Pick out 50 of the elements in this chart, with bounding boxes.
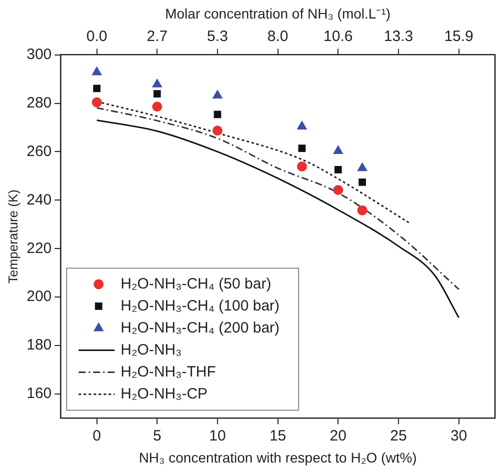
point (92, 66, 102, 76)
point (153, 90, 161, 98)
x2-tick-label: 8.0 (267, 28, 288, 45)
x2-tick-label: 15.9 (444, 28, 474, 45)
x2-tick-label: 0.0 (86, 28, 108, 45)
x-tick-label: 30 (450, 427, 468, 444)
y-tick-label: 240 (26, 191, 52, 208)
point (334, 166, 342, 174)
y-tick-label: 260 (26, 142, 52, 160)
x2-axis-title: Molar concentration of NH₃ (mol.L⁻¹) (165, 5, 391, 22)
point (357, 205, 368, 216)
x-axis-title: NH₃ concentration with respect to H₂O (wt%) (138, 449, 417, 466)
point (152, 102, 162, 112)
x-tick-label: 15 (269, 427, 286, 444)
point (297, 121, 307, 130)
legend-label: H₂O-NH₃-CH₄ (200 bar) (120, 319, 280, 336)
x-tick-label: 20 (330, 427, 346, 444)
x2-tick-label: 2.7 (146, 28, 168, 45)
point (357, 162, 368, 172)
legend-label: H₂O-NH₃-CP (120, 385, 208, 402)
point (214, 110, 222, 118)
legend-label: H₂O-NH₃-THF (120, 363, 216, 380)
legend-label: H₂O-NH₃-CH₄ (50 bar) (120, 275, 272, 292)
point (93, 84, 101, 92)
point (212, 126, 222, 136)
y-tick-label: 300 (26, 46, 52, 63)
x2-tick-label: 5.3 (207, 28, 228, 45)
point (333, 184, 344, 195)
point (212, 90, 222, 98)
point (358, 178, 366, 186)
line-series (96, 119, 460, 318)
point (92, 97, 102, 108)
point (296, 161, 307, 172)
x-tick-label: 10 (209, 427, 226, 444)
y-tick-label: 160 (26, 385, 52, 402)
point (298, 144, 306, 152)
y-tick-label: 220 (26, 240, 52, 257)
point (333, 145, 343, 154)
legend-label: H₂O-NH₃-CH₄ (100 bar) (120, 297, 280, 314)
x2-tick-label: 10.6 (324, 28, 353, 45)
x-tick-label: 0 (92, 427, 101, 444)
x-tick-label: 25 (390, 427, 407, 444)
legend-label: H₂O-NH₃ (120, 341, 182, 358)
x2-tick-label: 13.3 (384, 28, 414, 45)
x-tick-label: 5 (152, 427, 162, 444)
y-axis-title: Temperature (K) (5, 190, 20, 284)
y-tick-label: 280 (26, 94, 52, 112)
y-tick-label: 180 (26, 336, 52, 354)
y-tick-label: 200 (26, 288, 52, 306)
point (152, 78, 162, 88)
